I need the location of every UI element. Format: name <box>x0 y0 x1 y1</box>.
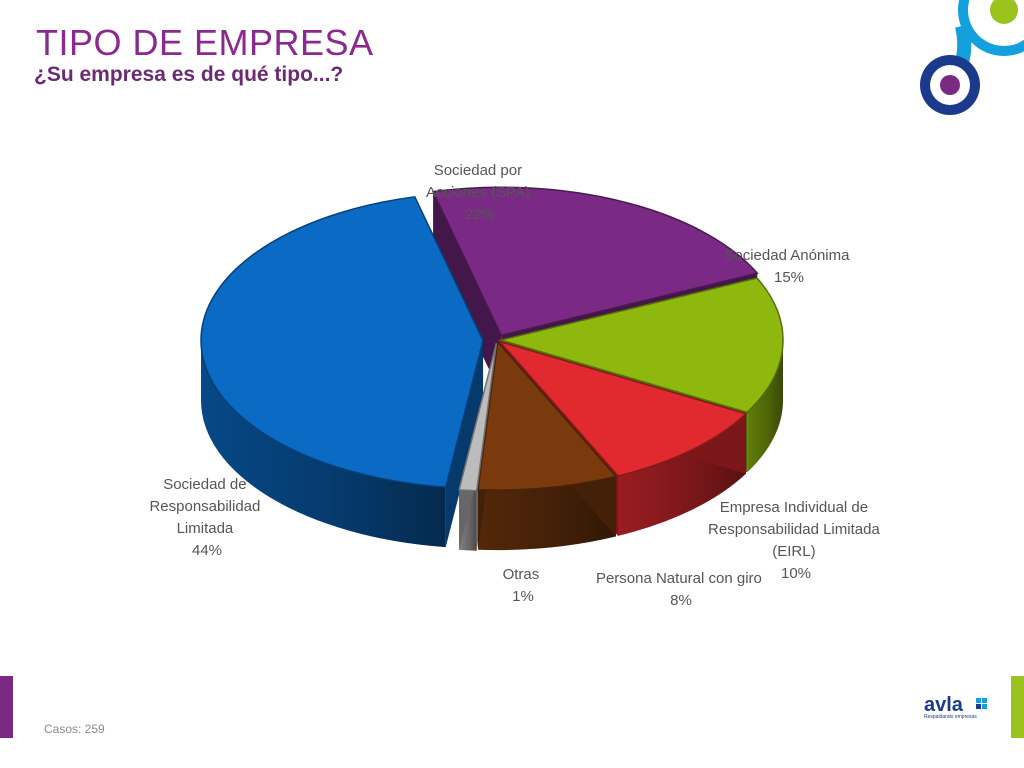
page-subtitle: ¿Su empresa es de qué tipo...? <box>34 63 344 86</box>
label-spa: Sociedad por Acciones (SPA) 22% <box>426 162 534 223</box>
left-accent-bar <box>0 676 13 738</box>
cases-count: Casos: 259 <box>44 722 105 736</box>
decorative-circles-logo <box>920 0 1024 115</box>
slice-persona-natural <box>477 340 618 491</box>
label-sa: Sociedad Anónima 15% <box>724 247 853 286</box>
label-srl: Sociedad de Responsabilidad Limitada 44% <box>149 476 264 559</box>
right-accent-bar <box>1011 676 1024 738</box>
slice-spa <box>431 186 759 337</box>
slice-srl-cut-face-0 <box>445 340 484 548</box>
avla-logo: avla Respaldando empresas <box>924 694 987 720</box>
label-otras: Otras 1% <box>503 566 544 605</box>
slice-srl-side-shading <box>201 340 446 548</box>
svg-text:Respaldando empresas: Respaldando empresas <box>924 714 977 720</box>
slice-otras <box>458 342 498 492</box>
slice-spa-cut-face-0 <box>433 191 502 396</box>
slice-sa-side-shading <box>747 340 783 473</box>
page-title: TIPO DE EMPRESA <box>36 22 374 63</box>
slice-srl <box>200 195 484 488</box>
label-persona-natural: Persona Natural con giro 8% <box>596 570 766 609</box>
label-eirl: Empresa Individual de Responsabilidad Li… <box>708 499 884 582</box>
slice-sa <box>498 277 784 414</box>
slice-eirl <box>497 340 748 477</box>
svg-text:avla: avla <box>924 694 964 716</box>
